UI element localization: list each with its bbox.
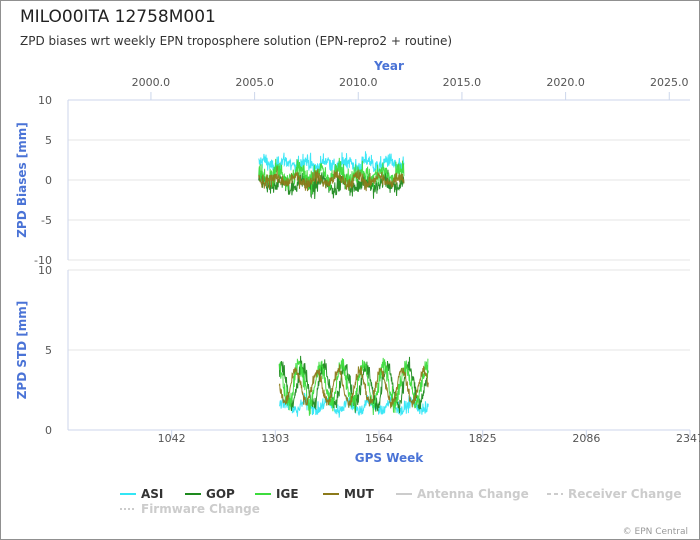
series-line-gop-bottom [278,355,429,414]
xtick-label-bottom-4: 2086 [572,432,600,445]
xtick-label-bottom-0: 1042 [158,432,186,445]
ytick-label-top-1: 5 [45,134,52,147]
series-line-asi-top [258,151,405,177]
xtick-label-bottom-5: 2347 [676,432,700,445]
legend-label: GOP [206,487,235,501]
credits-link[interactable]: © EPN Central [622,527,688,537]
legend-label: Receiver Change [568,487,682,501]
ytick-label-top-2: 0 [45,174,52,187]
xtick-label-top-1: 2005.0 [235,76,274,89]
x-axis-title-bottom: GPS Week [355,451,425,465]
y-axis-title-top: ZPD Biases [mm] [15,122,29,238]
legend-label: ASI [141,487,163,501]
chart-title: MILO00ITA 12758M001 [20,7,216,27]
ytick-label-bottom-0: 10 [38,264,52,277]
legend-item-ige[interactable]: IGE [255,487,299,501]
legend-item-mut[interactable]: MUT [323,487,375,501]
legend-item-receiver-change[interactable]: Receiver Change [547,487,682,501]
legend-item-asi[interactable]: ASI [120,487,163,501]
series-line-mut-top [258,166,405,192]
y-axis-title-bottom: ZPD STD [mm] [15,301,29,400]
legend-item-firmware-change[interactable]: Firmware Change [120,502,260,516]
ytick-label-bottom-2: 0 [45,424,52,437]
legend-label: MUT [344,487,375,501]
ytick-label-top-0: 10 [38,94,52,107]
xtick-label-top-4: 2020.0 [546,76,585,89]
series-line-ige-bottom [278,357,429,416]
series-line-mut-bottom [278,364,429,409]
legend-label: Antenna Change [417,487,529,501]
legend-label: IGE [276,487,299,501]
xtick-label-top-0: 2000.0 [132,76,171,89]
xtick-label-top-5: 2025.0 [650,76,689,89]
xtick-label-top-2: 2010.0 [339,76,378,89]
xtick-label-top-3: 2015.0 [443,76,482,89]
x-axis-title-top: Year [373,59,404,73]
legend-item-antenna-change[interactable]: Antenna Change [396,487,529,501]
ytick-label-top-4: -10 [34,254,52,267]
xtick-label-bottom-3: 1825 [469,432,497,445]
xtick-label-bottom-1: 1303 [261,432,289,445]
ytick-label-top-3: -5 [41,214,52,227]
ytick-label-bottom-1: 5 [45,344,52,357]
legend-label: Firmware Change [141,502,260,516]
xtick-label-bottom-2: 1564 [365,432,393,445]
chart-subtitle: ZPD biases wrt weekly EPN troposphere so… [20,34,453,48]
legend-item-gop[interactable]: GOP [185,487,235,501]
